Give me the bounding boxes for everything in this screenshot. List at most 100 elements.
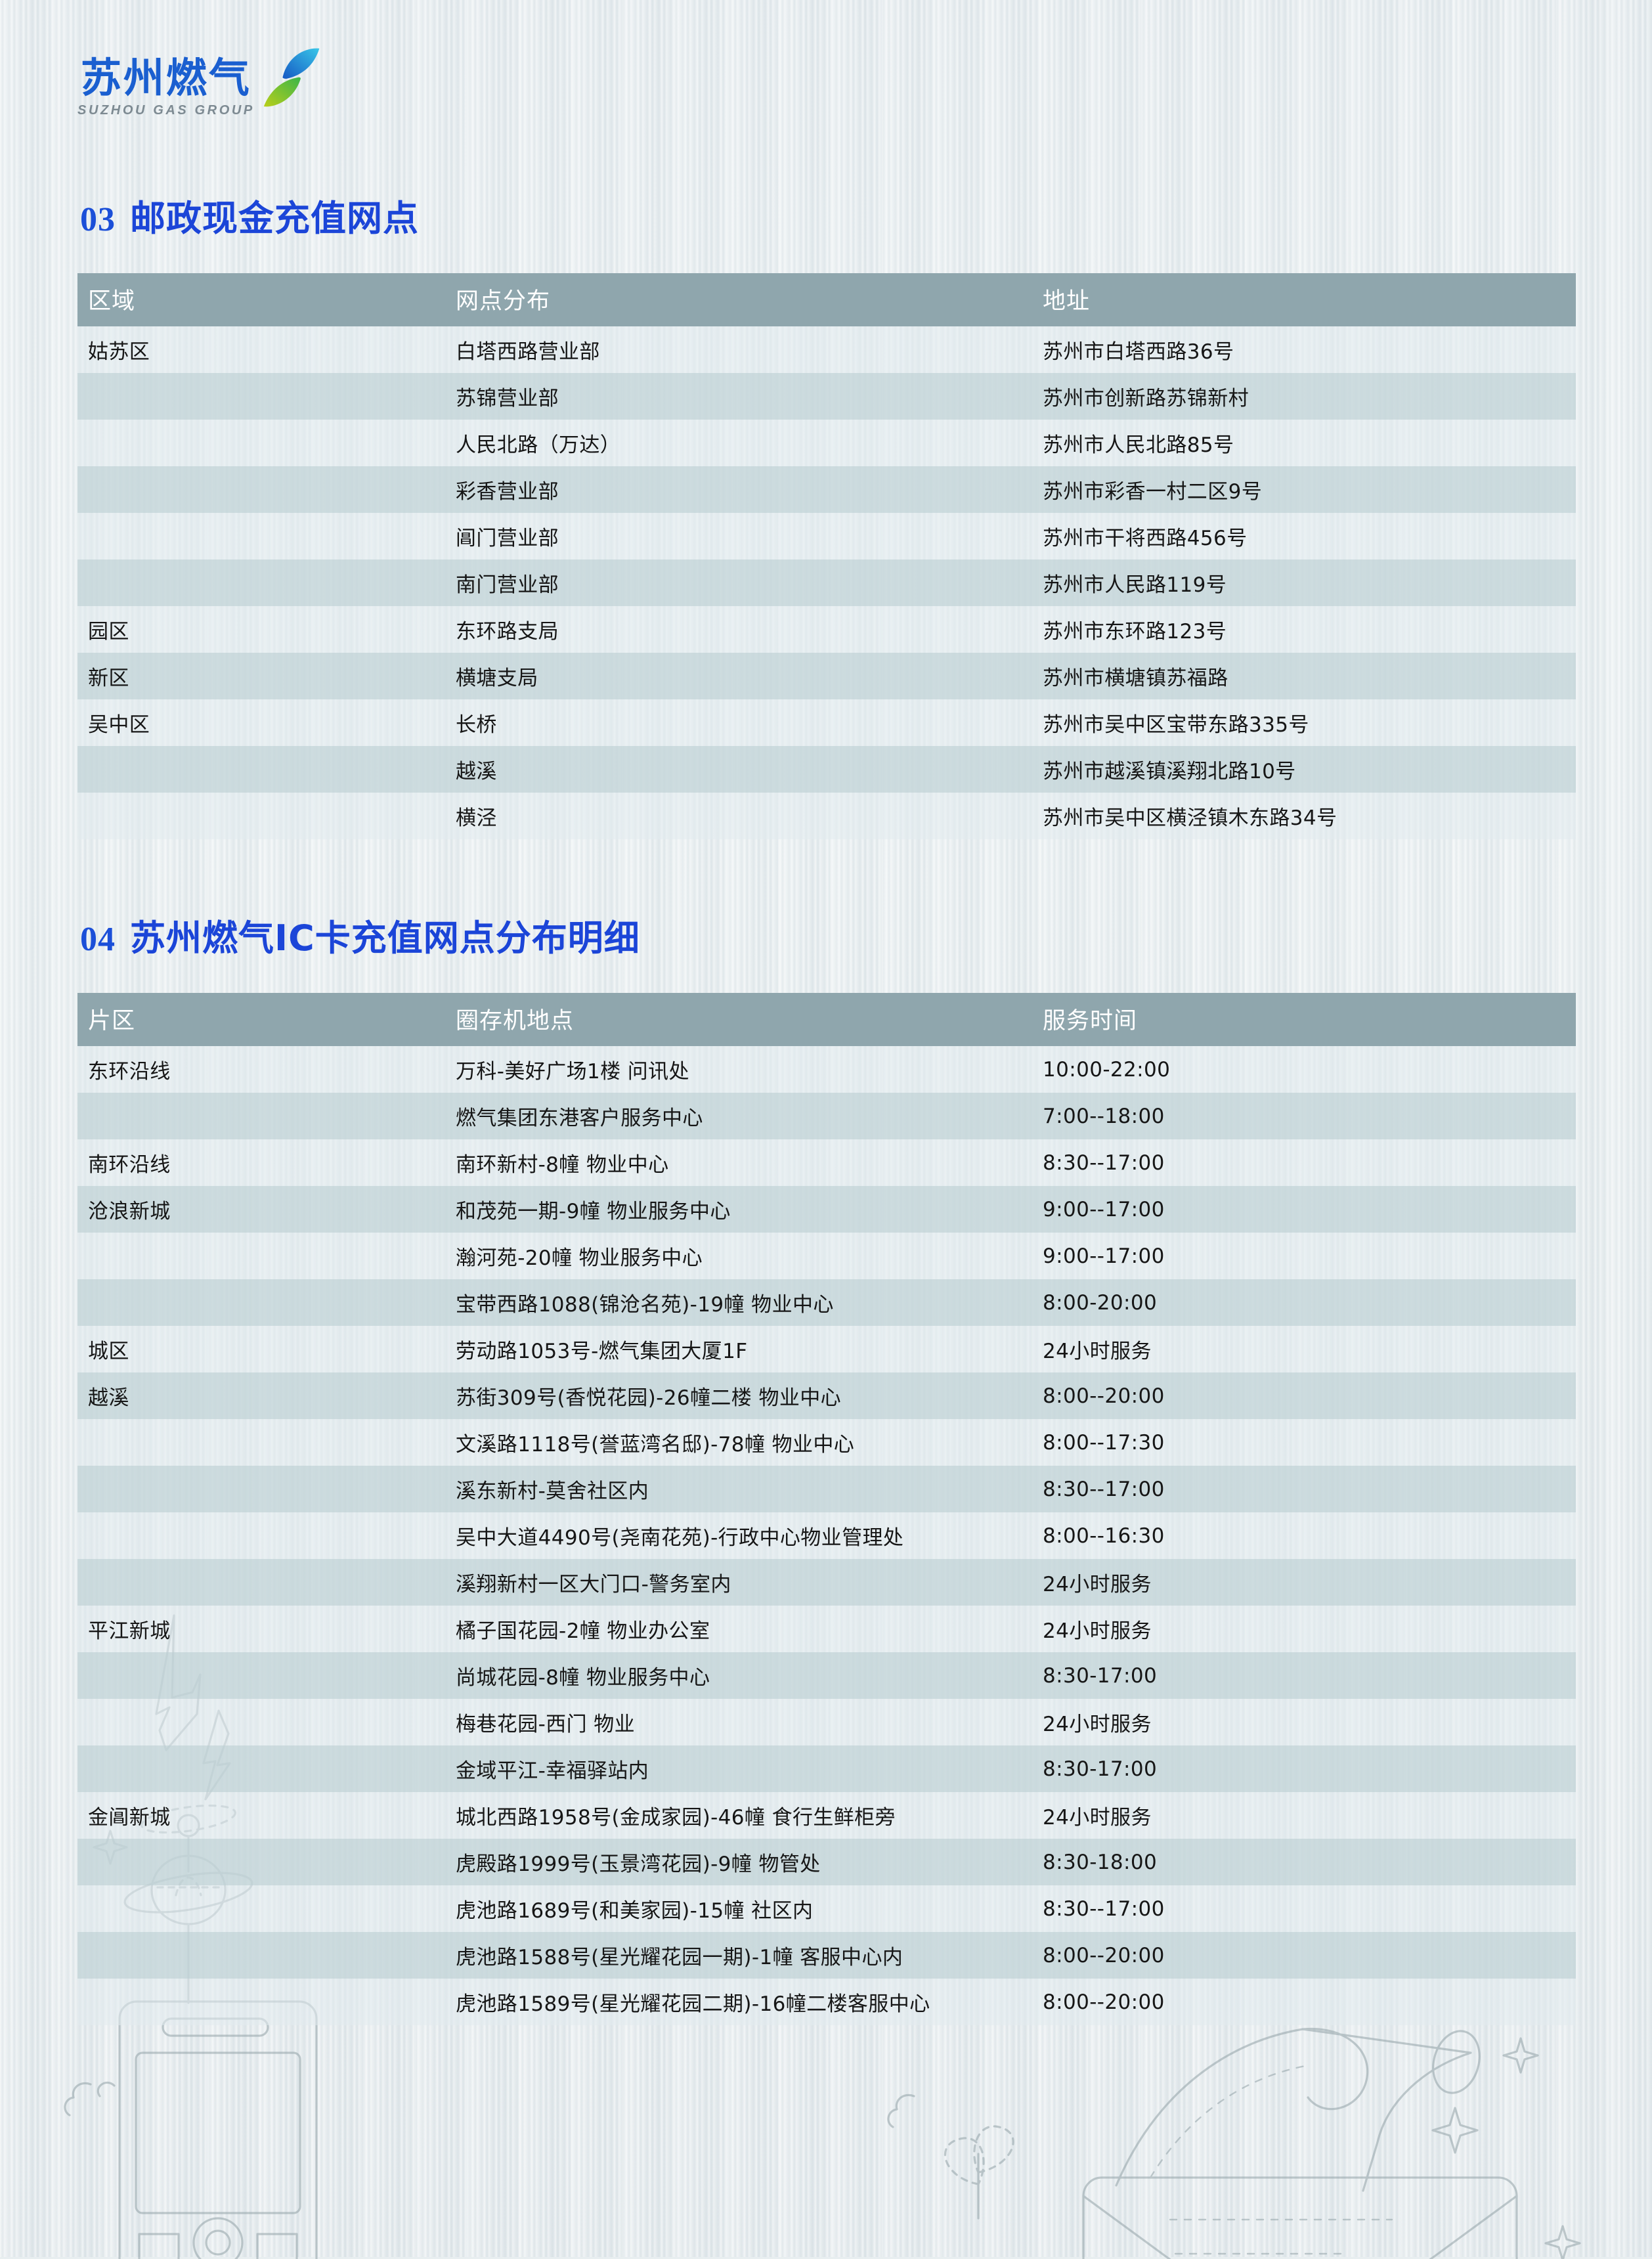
table-row: 尚城花园-8幢 物业服务中心 8:30-17:00 [77, 1652, 1576, 1699]
table-row: 虎池路1589号(星光耀花园二期)-16幢二楼客服中心 8:00--20:00 [77, 1979, 1576, 2025]
cell-address: 苏州市创新路苏锦新村 [1030, 373, 1576, 420]
table-row: 吴中大道4490号(尧南花苑)-行政中心物业管理处 8:00--16:30 [77, 1512, 1576, 1559]
cell-location: 文溪路1118号(誉蓝湾名邸)-78幢 物业中心 [439, 1419, 1030, 1466]
cell-location: 虎池路1589号(星光耀花园二期)-16幢二楼客服中心 [439, 1979, 1030, 2025]
column-header-service-hours: 服务时间 [1030, 993, 1576, 1046]
cell-district [77, 1093, 439, 1139]
cell-location: 城北西路1958号(金成家园)-46幢 食行生鲜柜旁 [439, 1792, 1030, 1839]
table-row: 燃气集团东港客户服务中心 7:00--18:00 [77, 1093, 1576, 1139]
cell-hours: 24小时服务 [1030, 1699, 1576, 1745]
column-header-machine-location: 圈存机地点 [439, 993, 1030, 1046]
column-header-outlet: 网点分布 [439, 273, 1030, 326]
cell-address: 苏州市人民路119号 [1030, 559, 1576, 606]
cell-hours: 8:30-18:00 [1030, 1839, 1576, 1885]
cell-outlet: 阊门营业部 [439, 513, 1030, 559]
cell-hours: 24小时服务 [1030, 1326, 1576, 1372]
table-row: 金阊新城 城北西路1958号(金成家园)-46幢 食行生鲜柜旁 24小时服务 [77, 1792, 1576, 1839]
cell-hours: 8:00--16:30 [1030, 1512, 1576, 1559]
table-row: 横泾 苏州市吴中区横泾镇木东路34号 [77, 793, 1576, 839]
column-header-district: 片区 [77, 993, 439, 1046]
cell-location: 南环新村-8幢 物业中心 [439, 1139, 1030, 1186]
table-row: 沧浪新城 和茂苑一期-9幢 物业服务中心 9:00--17:00 [77, 1186, 1576, 1233]
cell-hours: 8:00--20:00 [1030, 1979, 1576, 2025]
table-row: 苏锦营业部 苏州市创新路苏锦新村 [77, 373, 1576, 420]
cell-outlet: 南门营业部 [439, 559, 1030, 606]
cell-region: 新区 [77, 653, 439, 699]
table-row: 南门营业部 苏州市人民路119号 [77, 559, 1576, 606]
cell-location: 宝带西路1088(锦沧名苑)-19幢 物业中心 [439, 1279, 1030, 1326]
table-row: 彩香营业部 苏州市彩香一村二区9号 [77, 466, 1576, 513]
cell-region [77, 373, 439, 420]
leaf-swoosh-logo-icon [263, 48, 320, 107]
cell-location: 瀚河苑-20幢 物业服务中心 [439, 1233, 1030, 1279]
cell-region: 吴中区 [77, 699, 439, 746]
cell-location: 吴中大道4490号(尧南花苑)-行政中心物业管理处 [439, 1512, 1030, 1559]
cell-hours: 8:30-17:00 [1030, 1652, 1576, 1699]
cell-district [77, 1419, 439, 1466]
cell-hours: 8:30--17:00 [1030, 1139, 1576, 1186]
cell-location: 燃气集团东港客户服务中心 [439, 1093, 1030, 1139]
cell-hours: 8:00--20:00 [1030, 1932, 1576, 1979]
table-row: 平江新城 橘子国花园-2幢 物业办公室 24小时服务 [77, 1606, 1576, 1652]
table-row: 阊门营业部 苏州市干将西路456号 [77, 513, 1576, 559]
cell-hours: 24小时服务 [1030, 1606, 1576, 1652]
cell-region: 园区 [77, 606, 439, 653]
cell-region [77, 420, 439, 466]
cell-location: 和茂苑一期-9幢 物业服务中心 [439, 1186, 1030, 1233]
cell-district [77, 1233, 439, 1279]
cell-district: 平江新城 [77, 1606, 439, 1652]
cell-region [77, 513, 439, 559]
column-header-address: 地址 [1030, 273, 1576, 326]
cell-district [77, 1979, 439, 2025]
cell-outlet: 越溪 [439, 746, 1030, 793]
cell-location: 尚城花园-8幢 物业服务中心 [439, 1652, 1030, 1699]
table-row: 溪翔新村一区大门口-警务室内 24小时服务 [77, 1559, 1576, 1606]
cell-district: 越溪 [77, 1372, 439, 1419]
cell-district: 沧浪新城 [77, 1186, 439, 1233]
cell-hours: 8:00--20:00 [1030, 1372, 1576, 1419]
table-row: 越溪 苏街309号(香悦花园)-26幢二楼 物业中心 8:00--20:00 [77, 1372, 1576, 1419]
cell-location: 苏街309号(香悦花园)-26幢二楼 物业中心 [439, 1372, 1030, 1419]
table-header-row: 片区 圈存机地点 服务时间 [77, 993, 1576, 1046]
cell-hours: 8:30--17:00 [1030, 1885, 1576, 1932]
cell-hours: 8:30--17:00 [1030, 1466, 1576, 1512]
table-row: 南环沿线 南环新村-8幢 物业中心 8:30--17:00 [77, 1139, 1576, 1186]
cell-hours: 9:00--17:00 [1030, 1233, 1576, 1279]
cell-hours: 8:30-17:00 [1030, 1745, 1576, 1792]
cell-location: 金域平江-幸福驿站内 [439, 1745, 1030, 1792]
cell-address: 苏州市人民北路85号 [1030, 420, 1576, 466]
cell-location: 虎池路1588号(星光耀花园一期)-1幢 客服中心内 [439, 1932, 1030, 1979]
section-heading-03: 03 邮政现金充值网点 [80, 189, 419, 241]
column-header-region: 区域 [77, 273, 439, 326]
cell-district: 东环沿线 [77, 1046, 439, 1093]
cell-district [77, 1652, 439, 1699]
table-row: 新区 横塘支局 苏州市横塘镇苏福路 [77, 653, 1576, 699]
table-row: 虎池路1689号(和美家园)-15幢 社区内 8:30--17:00 [77, 1885, 1576, 1932]
cell-district [77, 1932, 439, 1979]
cell-address: 苏州市东环路123号 [1030, 606, 1576, 653]
cell-district [77, 1839, 439, 1885]
cell-district [77, 1466, 439, 1512]
cell-district [77, 1512, 439, 1559]
cell-location: 溪翔新村一区大门口-警务室内 [439, 1559, 1030, 1606]
brand-name-en: SUZHOU GAS GROUP [77, 103, 255, 118]
cell-address: 苏州市越溪镇溪翔北路10号 [1030, 746, 1576, 793]
cell-location: 梅巷花园-西门 物业 [439, 1699, 1030, 1745]
cell-district [77, 1745, 439, 1792]
cell-district: 南环沿线 [77, 1139, 439, 1186]
cell-address: 苏州市吴中区宝带东路335号 [1030, 699, 1576, 746]
cell-address: 苏州市横塘镇苏福路 [1030, 653, 1576, 699]
section-title: 苏州燃气IC卡充值网点分布明细 [130, 917, 640, 959]
cell-hours: 8:00-20:00 [1030, 1279, 1576, 1326]
cell-hours: 7:00--18:00 [1030, 1093, 1576, 1139]
cell-location: 万科-美好广场1楼 问讯处 [439, 1046, 1030, 1093]
cell-region [77, 746, 439, 793]
section-number: 03 [80, 201, 116, 238]
table-row: 东环沿线 万科-美好广场1楼 问讯处 10:00-22:00 [77, 1046, 1576, 1093]
cell-region [77, 793, 439, 839]
cell-region: 姑苏区 [77, 326, 439, 373]
cell-address: 苏州市彩香一村二区9号 [1030, 466, 1576, 513]
section-heading-04: 04 苏州燃气IC卡充值网点分布明细 [80, 909, 640, 961]
cell-address: 苏州市白塔西路36号 [1030, 326, 1576, 373]
table-row: 吴中区 长桥 苏州市吴中区宝带东路335号 [77, 699, 1576, 746]
